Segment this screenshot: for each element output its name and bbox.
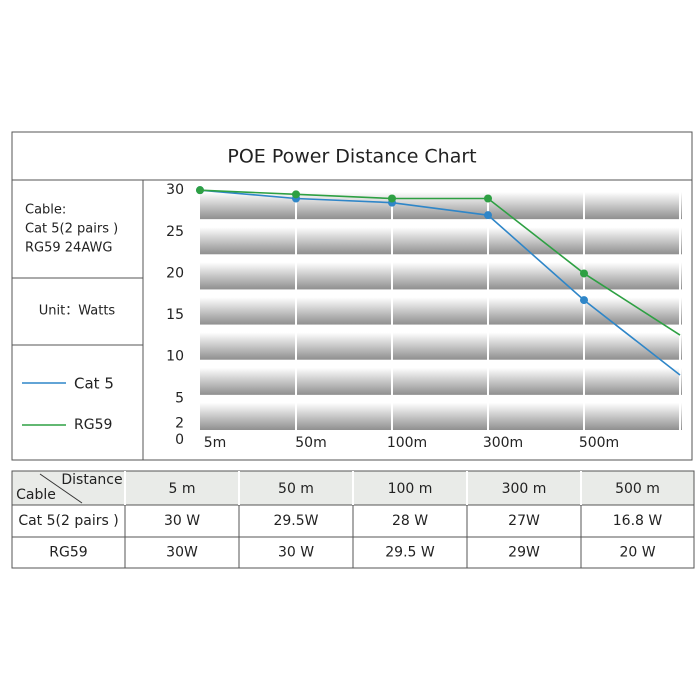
y-tick-label: 2 <box>175 415 184 431</box>
x-tick-label: 5m <box>204 435 227 451</box>
x-tick-label: 500m <box>579 435 619 451</box>
point <box>292 190 300 199</box>
table-cell: 30W <box>166 545 198 561</box>
y-tick-label: 20 <box>166 265 184 281</box>
table-cell: 30 W <box>278 545 314 561</box>
column-header: 300 m <box>502 481 547 497</box>
corner-top: Distance <box>61 472 122 488</box>
y-tick-label: 30 <box>166 182 184 198</box>
point <box>484 194 492 203</box>
table-cell: 29.5 W <box>385 545 435 561</box>
table: Distance Cable 5 m 50 m 100 m 300 m 500 m Cat 5… <box>11 470 695 569</box>
cable-line: RG59 24AWG <box>25 241 112 256</box>
corner-diagonal <box>39 473 83 504</box>
point <box>580 269 588 278</box>
column-header: 5 m <box>169 481 196 497</box>
y-tick-label: 5 <box>175 390 184 406</box>
plot-background <box>200 186 682 432</box>
band <box>200 332 682 360</box>
table-cell: 20 W <box>619 545 655 561</box>
point <box>484 211 492 220</box>
table-cell: 29W <box>508 545 540 561</box>
table-cell: 29.5W <box>273 513 318 529</box>
column-header: 100 m <box>388 481 433 497</box>
y-tick-label: 15 <box>166 307 184 323</box>
chart-frame <box>11 131 693 461</box>
column-header: 50 m <box>278 481 314 497</box>
band <box>200 402 682 430</box>
band <box>200 262 682 290</box>
y-tick-label: 0 <box>175 432 184 448</box>
series-line <box>199 189 681 336</box>
band <box>200 297 682 325</box>
table-cell: 28 W <box>392 513 428 529</box>
corner-bottom: Cable <box>16 487 56 503</box>
band <box>200 367 682 395</box>
table-cell: 16.8 W <box>613 513 663 529</box>
point <box>196 186 204 195</box>
legend-label: RG59 <box>74 417 112 433</box>
cable-label: Cable: <box>25 203 66 218</box>
chart-title: POE Power Distance Chart <box>227 146 476 168</box>
table-cell: Cat 5(2 pairs ) <box>18 513 118 529</box>
band <box>200 227 682 255</box>
table-cell: 27W <box>508 513 540 529</box>
x-tick-label: 50m <box>295 435 326 451</box>
y-tick-label: 10 <box>166 349 184 365</box>
unit-label: Unit：Watts <box>39 304 116 319</box>
point <box>388 194 396 203</box>
y-tick-label: 25 <box>166 224 184 240</box>
point <box>580 296 588 305</box>
table-cell: RG59 <box>49 545 87 561</box>
column-header: 500 m <box>615 481 660 497</box>
table-cell: 30 W <box>164 513 200 529</box>
legend-label: Cat 5 <box>74 375 114 393</box>
series-line <box>199 189 681 376</box>
x-tick-label: 300m <box>483 435 523 451</box>
x-tick-label: 100m <box>387 435 427 451</box>
cable-line: Cat 5(2 pairs ) <box>25 222 118 237</box>
